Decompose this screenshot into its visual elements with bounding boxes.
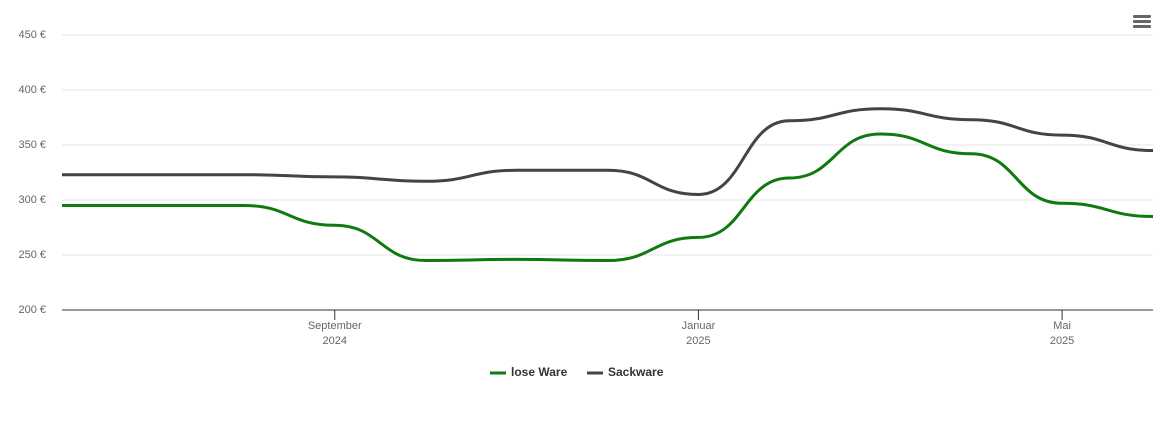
y-tick-label: 450 € xyxy=(18,29,46,41)
x-tick-label: September xyxy=(308,320,362,332)
menu-button[interactable] xyxy=(1133,15,1151,28)
y-tick-label: 250 € xyxy=(18,249,46,261)
legend-label: Sackware xyxy=(608,365,664,379)
y-tick-label: 400 € xyxy=(18,84,46,96)
y-tick-label: 300 € xyxy=(18,194,46,206)
x-tick-sublabel: 2024 xyxy=(323,335,347,347)
y-tick-label: 350 € xyxy=(18,139,46,151)
x-tick-label: Mai xyxy=(1053,320,1071,332)
x-tick-sublabel: 2025 xyxy=(1050,335,1074,347)
legend-label: lose Ware xyxy=(511,365,568,379)
series-line xyxy=(61,132,1154,263)
x-tick-label: Januar xyxy=(682,320,716,332)
y-tick-label: 200 € xyxy=(18,304,46,316)
series-line xyxy=(62,107,1154,197)
x-tick-sublabel: 2025 xyxy=(686,335,710,347)
